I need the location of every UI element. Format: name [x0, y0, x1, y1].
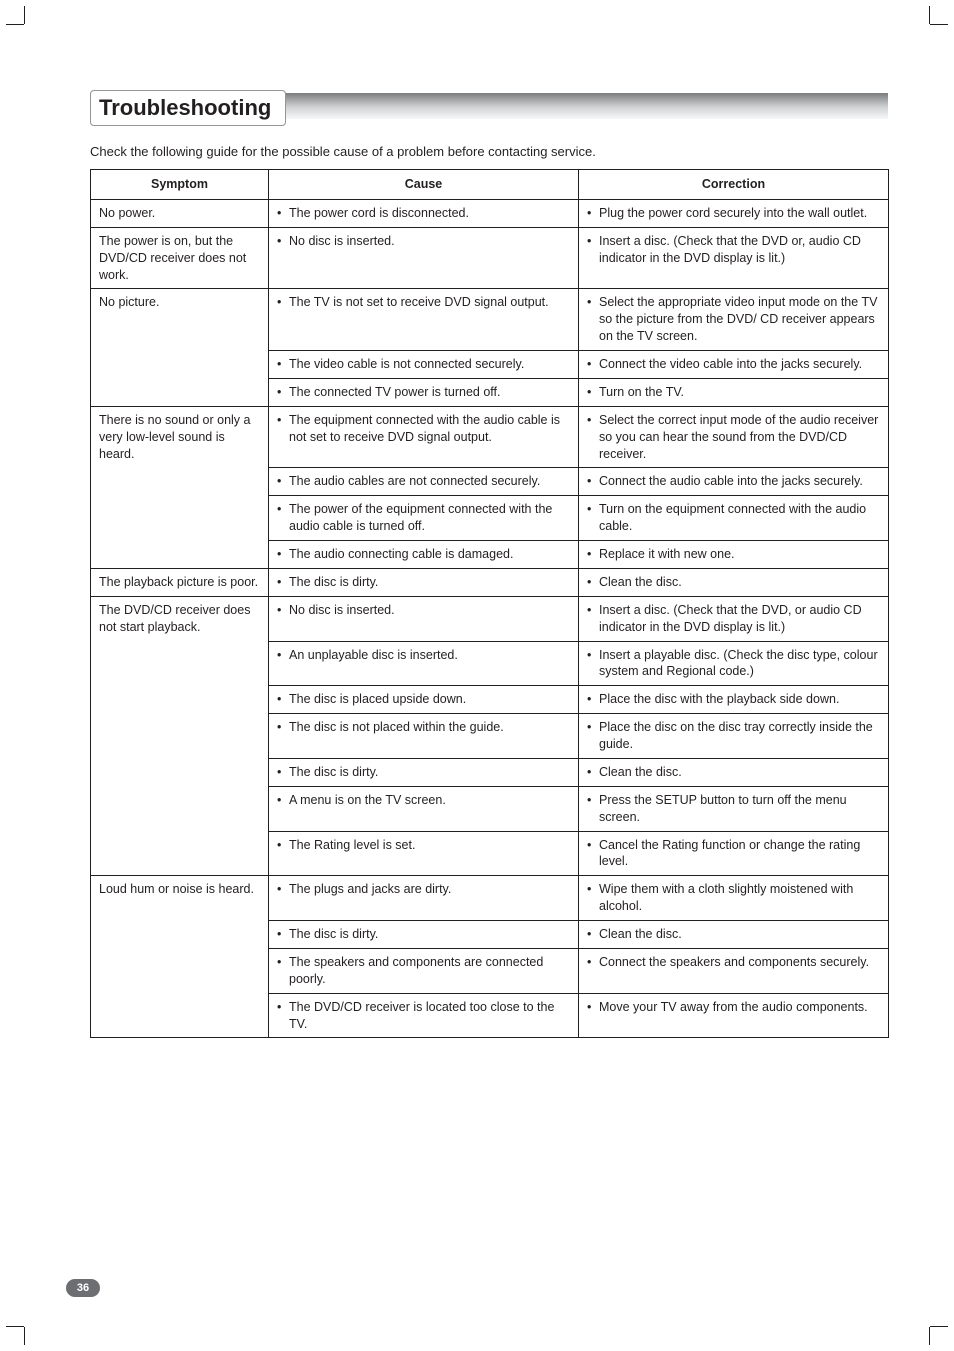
cause-cell: The disc is not placed within the guide. — [269, 714, 579, 759]
cause-cell: No disc is inserted. — [269, 596, 579, 641]
correction-cell: Insert a disc. (Check that the DVD or, a… — [579, 227, 889, 289]
symptom-cell: No picture. — [91, 289, 269, 406]
cause-cell: The video cable is not connected securel… — [269, 351, 579, 379]
table-row: No power.The power cord is disconnected.… — [91, 199, 889, 227]
page: Troubleshooting Check the following guid… — [0, 0, 954, 1351]
intro-text: Check the following guide for the possib… — [90, 144, 888, 159]
crop-mark — [6, 24, 24, 25]
symptom-cell: Loud hum or noise is heard. — [91, 876, 269, 1038]
cause-cell: The power of the equipment connected wit… — [269, 496, 579, 541]
cause-cell: A menu is on the TV screen. — [269, 786, 579, 831]
cause-cell: The audio cables are not connected secur… — [269, 468, 579, 496]
table-row: The playback picture is poor.The disc is… — [91, 568, 889, 596]
correction-cell: Connect the video cable into the jacks s… — [579, 351, 889, 379]
correction-cell: Select the correct input mode of the aud… — [579, 406, 889, 468]
correction-cell: Select the appropriate video input mode … — [579, 289, 889, 351]
correction-cell: Connect the speakers and components secu… — [579, 948, 889, 993]
correction-cell: Place the disc with the playback side do… — [579, 686, 889, 714]
cause-cell: The power cord is disconnected. — [269, 199, 579, 227]
cause-cell: The Rating level is set. — [269, 831, 579, 876]
col-symptom: Symptom — [91, 170, 269, 200]
crop-mark — [24, 1327, 25, 1345]
correction-cell: Plug the power cord securely into the wa… — [579, 199, 889, 227]
correction-cell: Turn on the equipment connected with the… — [579, 496, 889, 541]
correction-cell: Wipe them with a cloth slightly moistene… — [579, 876, 889, 921]
table-header-row: Symptom Cause Correction — [91, 170, 889, 200]
crop-mark — [930, 1326, 948, 1327]
table-row: Loud hum or noise is heard.The plugs and… — [91, 876, 889, 921]
cause-cell: An unplayable disc is inserted. — [269, 641, 579, 686]
correction-cell: Press the SETUP button to turn off the m… — [579, 786, 889, 831]
page-number-badge: 36 — [66, 1279, 100, 1297]
cause-cell: The TV is not set to receive DVD signal … — [269, 289, 579, 351]
correction-cell: Cancel the Rating function or change the… — [579, 831, 889, 876]
correction-cell: Clean the disc. — [579, 921, 889, 949]
correction-cell: Turn on the TV. — [579, 378, 889, 406]
cause-cell: The disc is dirty. — [269, 758, 579, 786]
symptom-cell: The playback picture is poor. — [91, 568, 269, 596]
symptom-cell: No power. — [91, 199, 269, 227]
troubleshooting-table: Symptom Cause Correction No power.The po… — [90, 169, 889, 1038]
cause-cell: The disc is placed upside down. — [269, 686, 579, 714]
col-correction: Correction — [579, 170, 889, 200]
table-row: There is no sound or only a very low-lev… — [91, 406, 889, 468]
table-body: No power.The power cord is disconnected.… — [91, 199, 889, 1038]
symptom-cell: The DVD/CD receiver does not start playb… — [91, 596, 269, 876]
crop-mark — [6, 1326, 24, 1327]
symptom-cell: The power is on, but the DVD/CD receiver… — [91, 227, 269, 289]
symptom-cell: There is no sound or only a very low-lev… — [91, 406, 269, 568]
section-heading-wrap: Troubleshooting — [90, 90, 888, 126]
cause-cell: The disc is dirty. — [269, 921, 579, 949]
correction-cell: Clean the disc. — [579, 568, 889, 596]
cause-cell: The connected TV power is turned off. — [269, 378, 579, 406]
cause-cell: No disc is inserted. — [269, 227, 579, 289]
table-row: The power is on, but the DVD/CD receiver… — [91, 227, 889, 289]
cause-cell: The audio connecting cable is damaged. — [269, 541, 579, 569]
correction-cell: Connect the audio cable into the jacks s… — [579, 468, 889, 496]
crop-mark — [929, 6, 930, 24]
cause-cell: The disc is dirty. — [269, 568, 579, 596]
crop-mark — [929, 1327, 930, 1345]
col-cause: Cause — [269, 170, 579, 200]
crop-mark — [24, 6, 25, 24]
correction-cell: Insert a playable disc. (Check the disc … — [579, 641, 889, 686]
cause-cell: The speakers and components are connecte… — [269, 948, 579, 993]
table-row: No picture.The TV is not set to receive … — [91, 289, 889, 351]
correction-cell: Replace it with new one. — [579, 541, 889, 569]
cause-cell: The DVD/CD receiver is located too close… — [269, 993, 579, 1038]
table-row: The DVD/CD receiver does not start playb… — [91, 596, 889, 641]
correction-cell: Insert a disc. (Check that the DVD, or a… — [579, 596, 889, 641]
cause-cell: The equipment connected with the audio c… — [269, 406, 579, 468]
correction-cell: Move your TV away from the audio compone… — [579, 993, 889, 1038]
correction-cell: Clean the disc. — [579, 758, 889, 786]
crop-mark — [930, 24, 948, 25]
correction-cell: Place the disc on the disc tray correctl… — [579, 714, 889, 759]
cause-cell: The plugs and jacks are dirty. — [269, 876, 579, 921]
section-heading: Troubleshooting — [90, 90, 286, 126]
